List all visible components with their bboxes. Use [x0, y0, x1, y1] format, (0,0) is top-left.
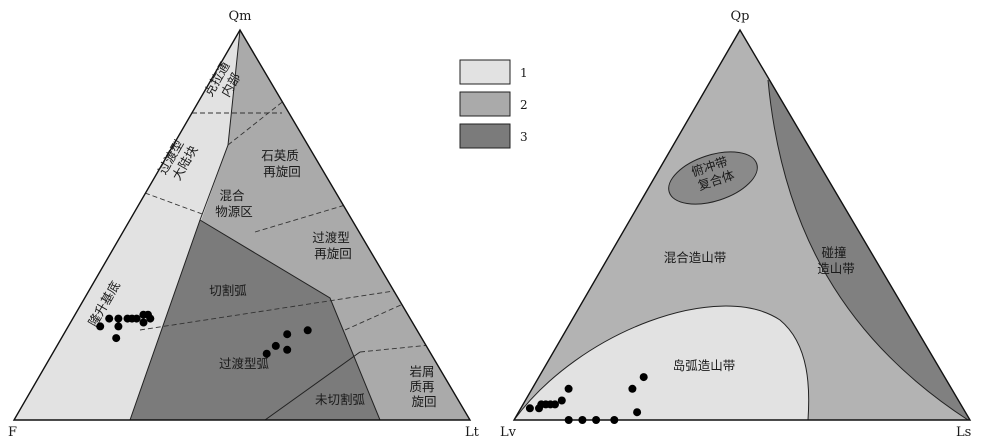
label-lithic-recycled: 岩屑 质再 旋回: [410, 364, 439, 409]
label-transitional-recycled: 过渡型 再旋回: [312, 230, 354, 261]
boundary-arc-orogen: [513, 305, 810, 421]
qmflt-ternary-diagram: Qm F Lt 克拉通 内部 过渡型 大陆块 隆升基底 石英质 再旋回 混合 物…: [8, 9, 480, 440]
sample-point-left-15: [283, 330, 292, 339]
sample-point-left-3: [146, 314, 155, 323]
sample-point-right-6: [551, 400, 559, 409]
vertex-label-lv: Lv: [500, 425, 517, 440]
field-arc-orogen: [514, 306, 809, 420]
legend-swatch-3: [459, 123, 511, 149]
triangle-outline-left: [12, 28, 472, 421]
sample-point-left-4: [139, 318, 148, 327]
sample-point-right-14: [633, 408, 642, 417]
sample-point-right-9: [564, 416, 573, 424]
legend-swatch-1: [459, 59, 511, 85]
sample-point-left-13: [262, 349, 271, 358]
vertex-label-lt: Lt: [465, 425, 480, 440]
sample-point-left-11: [112, 334, 121, 343]
sample-point-right-15: [639, 373, 648, 382]
sample-points-right: [525, 373, 648, 424]
label-mixed-provenance: 混合 物源区: [215, 188, 253, 219]
sample-point-right-7: [557, 396, 566, 405]
sample-point-right-8: [564, 384, 573, 393]
boundary-recycled-orogen: [129, 29, 241, 421]
legend: 1 2 3: [459, 59, 528, 149]
label-arc-orogen: 岛弧造山带: [673, 358, 736, 373]
boundary-collision-orogen: [767, 79, 969, 421]
label-mixed-orogen: 混合造山带: [664, 250, 727, 265]
sample-point-left-10: [105, 314, 114, 323]
vertex-label-qp: Qp: [731, 9, 750, 24]
sample-point-left-12: [96, 322, 105, 331]
boundary-undissected-arc: [264, 351, 361, 421]
label-quartzose-recycled: 石英质 再旋回: [261, 148, 303, 179]
sample-point-left-7: [123, 314, 132, 323]
sample-point-left-14: [271, 341, 280, 350]
sample-point-right-12: [610, 416, 619, 424]
vertex-label-f: F: [8, 425, 17, 440]
sample-point-left-17: [303, 326, 312, 335]
triangle-outline-right: [512, 28, 972, 421]
label-dissected-arc: 切割弧: [209, 283, 247, 298]
vertex-label-ls: Ls: [956, 425, 971, 440]
sample-point-right-1: [525, 404, 534, 413]
field-mixed-orogen: [514, 30, 970, 420]
legend-label-3: 3: [520, 130, 528, 144]
sample-point-right-11: [592, 416, 601, 424]
legend-label-2: 2: [520, 98, 528, 112]
field-magmatic-arc: [130, 220, 380, 420]
sample-points-left: [96, 310, 312, 358]
sample-point-left-16: [283, 345, 292, 354]
legend-label-1: 1: [520, 66, 528, 80]
legend-swatch-2: [459, 91, 511, 117]
qplvls-ternary-diagram: Qp Lv Ls 俯冲带 复合体 混合造山带 碰撞 造山带 岛弧造山带: [500, 9, 972, 440]
sample-point-right-10: [578, 416, 587, 424]
sample-point-left-9: [114, 322, 123, 331]
boundary-magmatic-arc: [199, 219, 381, 421]
label-transitional-arc: 过渡型弧: [219, 356, 270, 371]
sample-point-left-8: [114, 314, 123, 323]
field-subduction-complex: [668, 151, 758, 205]
vertex-label-qm: Qm: [229, 9, 252, 24]
label-collision-orogen: 碰撞 造山带: [817, 245, 855, 276]
sample-point-right-13: [628, 384, 637, 393]
label-undissected-arc: 未切割弧: [315, 392, 366, 407]
